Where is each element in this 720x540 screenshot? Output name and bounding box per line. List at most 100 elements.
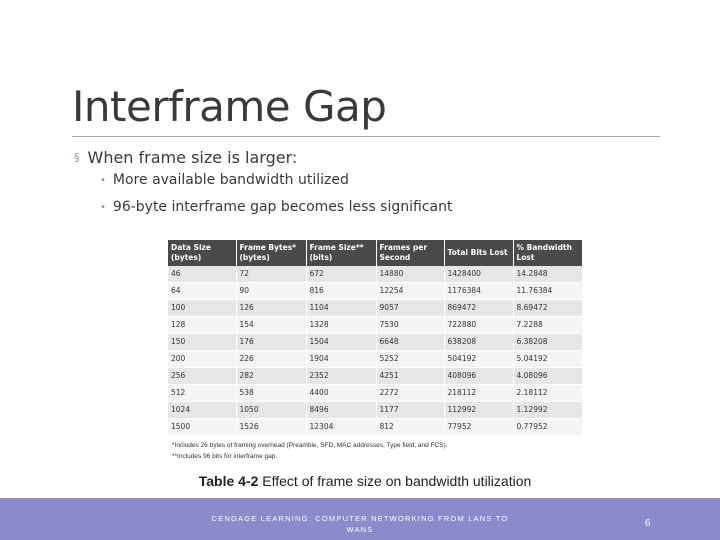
column-header: % Bandwidth Lost <box>513 240 583 266</box>
table-cell: 512 <box>168 384 237 402</box>
table-cell: 9057 <box>376 299 445 317</box>
table-cell: 812 <box>376 418 445 436</box>
dot-bullet-icon: • <box>100 175 106 186</box>
table-cell: 46 <box>168 266 237 283</box>
table-cell: 1500 <box>168 418 237 436</box>
footer-text: CENGAGE LEARNING: COMPUTER NETWORKING FR… <box>211 514 509 534</box>
column-header: Frames per Second <box>376 240 445 266</box>
table-cell: 14880 <box>376 266 445 283</box>
table-cell: 1050 <box>236 401 307 419</box>
title-divider <box>72 136 660 137</box>
table-cell: 218112 <box>444 384 514 402</box>
table-cell: 90 <box>236 282 307 300</box>
table-cell: 5.04192 <box>513 350 583 368</box>
table-cell: 150 <box>168 333 237 351</box>
table-row: 1500 1526 12304 812 77952 0.77952 <box>168 418 583 436</box>
table-cell: 4.08096 <box>513 367 583 385</box>
table-note: *Includes 26 bytes of framing overhead (… <box>172 442 448 449</box>
table-cell: 8496 <box>306 401 377 419</box>
table-cell: 1104 <box>306 299 377 317</box>
table-cell: 504192 <box>444 350 514 368</box>
table-cell: 816 <box>306 282 377 300</box>
column-header: Frame Bytes* (bytes) <box>236 240 307 266</box>
table-cell: 100 <box>168 299 237 317</box>
table-cell: 4400 <box>306 384 377 402</box>
table-row: 64 90 816 12254 1176384 11.76384 <box>168 282 583 300</box>
table-cell: 722880 <box>444 316 514 334</box>
table-cell: 638208 <box>444 333 514 351</box>
table-cell: 154 <box>236 316 307 334</box>
table-cell: 12254 <box>376 282 445 300</box>
table-note: **Includes 96 bits for interframe gap. <box>172 453 278 460</box>
table-cell: 64 <box>168 282 237 300</box>
table-row: 512 538 4400 2272 218112 2.18112 <box>168 384 583 402</box>
table-cell: 5252 <box>376 350 445 368</box>
frame-size-table-image: Data Size (bytes) Frame Bytes* (bytes) F… <box>168 240 583 462</box>
column-header: Data Size (bytes) <box>168 240 237 266</box>
column-header: Total Bits Lost <box>444 240 514 266</box>
table-cell: 2352 <box>306 367 377 385</box>
frame-size-table: Data Size (bytes) Frame Bytes* (bytes) F… <box>168 240 583 436</box>
square-bullet-icon: § <box>74 151 80 164</box>
table-header-row: Data Size (bytes) Frame Bytes* (bytes) F… <box>168 240 583 266</box>
table-cell: 7.2288 <box>513 316 583 334</box>
table-cell: 1328 <box>306 316 377 334</box>
table-row: 150 176 1504 6648 638208 6.38208 <box>168 333 583 351</box>
table-cell: 1176384 <box>444 282 514 300</box>
table-cell: 77952 <box>444 418 514 436</box>
table-cell: 128 <box>168 316 237 334</box>
dot-bullet-icon: • <box>100 202 106 213</box>
table-cell: 0.77952 <box>513 418 583 436</box>
column-header: Frame Size** (bits) <box>306 240 377 266</box>
footer-bar: CENGAGE LEARNING: COMPUTER NETWORKING FR… <box>0 498 720 540</box>
table-cell: 672 <box>306 266 377 283</box>
table-caption: Table 4-2 Effect of frame size on bandwi… <box>0 473 720 489</box>
table-cell: 226 <box>236 350 307 368</box>
table-cell: 1.12992 <box>513 401 583 419</box>
table-cell: 256 <box>168 367 237 385</box>
table-cell: 538 <box>236 384 307 402</box>
sub-bullet: • 96-byte interframe gap becomes less sig… <box>100 199 452 215</box>
table-cell: 1904 <box>306 350 377 368</box>
table-notes: *Includes 26 bytes of framing overhead (… <box>168 436 582 462</box>
table-body: 46 72 672 14880 1428400 14.2848 64 90 816 12254 11… <box>168 266 583 436</box>
sub-bullet: • More available bandwidth utilized <box>100 172 349 188</box>
table-row: 256 282 2352 4251 408096 4.08096 <box>168 367 583 385</box>
table-cell: 2272 <box>376 384 445 402</box>
table-cell: 2.18112 <box>513 384 583 402</box>
table-cell: 8.69472 <box>513 299 583 317</box>
table-cell: 7530 <box>376 316 445 334</box>
table-row: 46 72 672 14880 1428400 14.2848 <box>168 266 583 283</box>
table-cell: 72 <box>236 266 307 283</box>
table-cell: 14.2848 <box>513 266 583 283</box>
table-cell: 126 <box>236 299 307 317</box>
table-cell: 1177 <box>376 401 445 419</box>
slide-title: Interframe Gap <box>72 82 387 131</box>
table-row: 100 126 1104 9057 869472 8.69472 <box>168 299 583 317</box>
table-cell: 6.38208 <box>513 333 583 351</box>
table-cell: 6648 <box>376 333 445 351</box>
bullet-main-text: When frame size is larger: <box>87 148 298 167</box>
table-cell: 282 <box>236 367 307 385</box>
table-cell: 1504 <box>306 333 377 351</box>
table-cell: 12304 <box>306 418 377 436</box>
table-cell: 1526 <box>236 418 307 436</box>
table-cell: 11.76384 <box>513 282 583 300</box>
table-cell: 1024 <box>168 401 237 419</box>
table-cell: 176 <box>236 333 307 351</box>
caption-text: Effect of frame size on bandwidth utiliz… <box>258 473 532 489</box>
table-row: 128 154 1328 7530 722880 7.2288 <box>168 316 583 334</box>
table-cell: 200 <box>168 350 237 368</box>
sub-bullet-text: More available bandwidth utilized <box>112 172 349 188</box>
table-cell: 869472 <box>444 299 514 317</box>
page-number: 6 <box>645 518 651 529</box>
table-row: 1024 1050 8496 1177 112992 1.12992 <box>168 401 583 419</box>
caption-label: Table 4-2 <box>198 473 259 489</box>
table-cell: 112992 <box>444 401 514 419</box>
table-cell: 408096 <box>444 367 514 385</box>
bullet-main: § When frame size is larger: <box>74 148 297 167</box>
table-row: 200 226 1904 5252 504192 5.04192 <box>168 350 583 368</box>
table-cell: 4251 <box>376 367 445 385</box>
sub-bullet-text: 96-byte interframe gap becomes less sign… <box>112 199 453 215</box>
table-cell: 1428400 <box>444 266 514 283</box>
